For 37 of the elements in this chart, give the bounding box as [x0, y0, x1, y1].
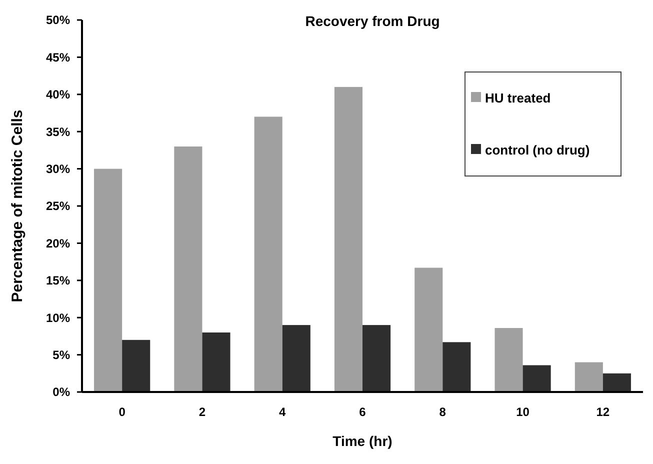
y-tick-label: 0% [52, 385, 70, 400]
y-tick-label: 10% [46, 310, 70, 325]
y-tick-label: 45% [46, 50, 70, 64]
legend-label: control (no drug) [485, 142, 590, 158]
bar [282, 325, 310, 392]
bar [494, 328, 523, 392]
x-tick-label: 10 [516, 405, 530, 419]
bar [442, 342, 471, 392]
x-tick-label: 6 [359, 405, 366, 419]
bar [522, 365, 551, 392]
bar [334, 86, 362, 392]
chart-title: Recovery from Drug [305, 13, 440, 29]
x-tick-label: 4 [279, 405, 286, 419]
x-tick-label: 0 [118, 405, 126, 419]
bar [94, 168, 122, 392]
y-tick-label: 15% [46, 274, 70, 288]
y-tick-label: 20% [46, 236, 70, 250]
bar [202, 332, 230, 392]
bar [574, 362, 603, 392]
bar [362, 325, 391, 392]
bar [122, 340, 150, 392]
bar [174, 146, 202, 392]
bar [602, 373, 631, 392]
x-tick-label: 12 [596, 405, 610, 419]
bar [254, 116, 282, 392]
x-axis-title: Time (hr) [332, 433, 392, 449]
y-tick-label: 30% [46, 162, 70, 176]
y-tick-label: 50% [46, 13, 70, 28]
x-tick-label: 8 [439, 405, 446, 419]
y-tick-label: 35% [46, 124, 70, 139]
legend-label: HU treated [485, 90, 551, 106]
bar [414, 268, 443, 392]
y-axis-title: Percentage of mitotic Cells [9, 110, 26, 302]
y-tick-label: 40% [46, 88, 70, 102]
x-tick-label: 2 [198, 405, 206, 419]
y-tick-label: 5% [52, 348, 70, 362]
y-tick-label: 25% [46, 199, 70, 214]
